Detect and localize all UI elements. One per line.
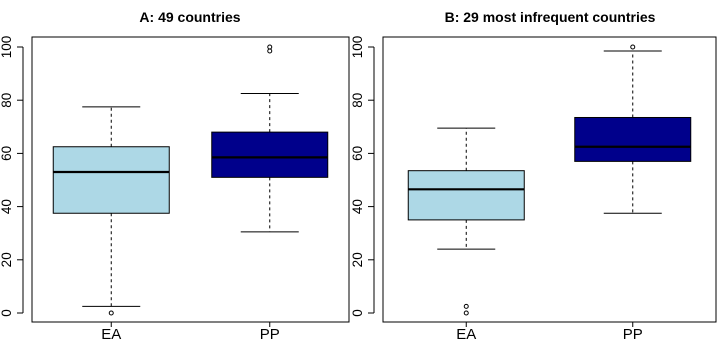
outlier-point	[463, 310, 469, 316]
y-tick-label: 40	[350, 199, 365, 214]
y-tick-label: 60	[0, 146, 14, 161]
x-category-label: EA	[456, 326, 476, 343]
x-category-label: PP	[260, 326, 280, 343]
panel-b: B: 29 most infrequent countries 0 20 40 60 80…	[350, 9, 717, 343]
outlier-point	[108, 310, 114, 316]
box-iqr	[407, 170, 525, 221]
box-iqr	[52, 146, 170, 214]
y-tick-label: 100	[0, 36, 14, 59]
y-tick-label: 80	[350, 93, 365, 108]
panel-title: A: 49 countries	[139, 9, 240, 25]
y-tick-label: 60	[350, 146, 365, 161]
box-pp	[211, 44, 329, 233]
box-iqr	[574, 116, 692, 162]
x-category-label: PP	[623, 326, 643, 343]
outlier-point	[630, 44, 636, 50]
box-ea	[52, 106, 170, 316]
box-ea	[407, 127, 525, 316]
outlier-point	[267, 48, 273, 54]
y-tick-label: 100	[350, 36, 365, 59]
y-tick-label: 40	[0, 199, 14, 214]
y-tick-label: 20	[350, 252, 365, 267]
panel-title: B: 29 most infrequent countries	[445, 9, 656, 25]
plot-frame	[382, 36, 717, 323]
y-tick-label: 0	[0, 309, 14, 317]
plot-frame	[31, 36, 350, 323]
y-tick-label: 80	[0, 93, 14, 108]
panel-a: A: 49 countries 0 20 40 60 80 100 EA PP	[0, 9, 350, 343]
outlier-point	[267, 44, 273, 50]
box-pp	[574, 44, 692, 214]
x-category-label: EA	[101, 326, 121, 343]
box-iqr	[211, 131, 329, 178]
outlier-point	[463, 303, 469, 309]
y-tick-label: 20	[0, 252, 14, 267]
y-tick-label: 0	[350, 309, 365, 317]
